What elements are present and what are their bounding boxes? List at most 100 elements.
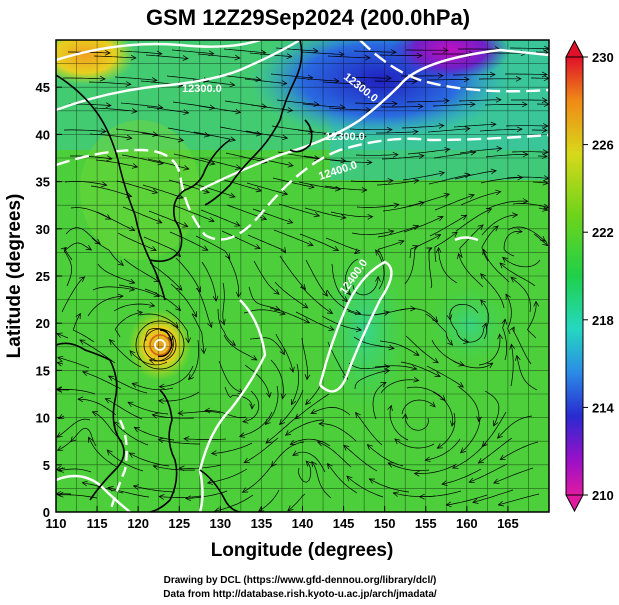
streamline [310,407,351,416]
streamline-arrowhead [434,371,441,378]
streamline-arrowhead [438,123,445,129]
streamline [145,54,188,59]
streamline [394,438,435,449]
streamline [199,157,241,169]
streamline [354,102,397,105]
streamline [274,281,308,309]
streamline [381,106,424,108]
streamline-arrowhead [496,145,503,152]
streamline [113,303,155,312]
streamline-arrowhead [182,222,189,228]
streamline-arrowhead [75,312,81,320]
streamline-arrowhead [151,77,158,83]
streamline-arrowhead [388,229,395,235]
streamline-arrowhead [439,395,446,402]
x-tick-label: 140 [292,516,314,531]
streamline-arrowhead [541,127,548,134]
streamline-arrowhead [99,75,106,82]
streamline [191,313,205,354]
streamline-arrowhead [108,375,115,381]
streamline [427,128,470,133]
streamline [270,359,284,399]
streamline-arrowhead [457,382,464,388]
streamline-arrowhead [287,218,294,224]
streamline [247,234,286,253]
y-tick-label: 30 [36,222,50,237]
streamline [298,181,341,190]
streamline-arrowhead [107,486,114,492]
streamline-arrowhead [130,54,137,61]
streamline [369,478,410,493]
streamline-arrowhead [342,296,349,303]
streamline [426,365,464,388]
streamline-arrowhead [255,76,262,83]
streamline-arrowhead [418,153,425,159]
streamline [174,205,215,222]
streamline [454,170,497,180]
streamline [325,237,361,254]
streamline-arrowhead [203,132,211,138]
streamline-arrowhead [482,248,488,255]
streamline-arrowhead [207,321,213,329]
streamline [503,230,523,257]
map-plot-area: 12300.0 12300.0 12300.0 12400.0 12400.0 [56,40,549,512]
streamline-arrowhead [464,172,471,179]
streamline [297,129,340,135]
streamline-arrowhead [493,420,499,427]
streamline-arrowhead [183,109,190,115]
streamline-arrowhead [361,187,368,193]
ring [143,328,177,362]
streamline [115,128,158,136]
streamline-arrowhead [125,81,132,87]
y-tick-label: 0 [43,505,50,520]
streamline [193,131,236,141]
streamline [510,47,549,50]
streamline [538,207,548,211]
coastline-taiwan [157,329,173,358]
streamline-arrowhead [375,275,381,282]
streamline-arrowhead [284,430,292,436]
streamline [70,207,111,220]
contour-line [56,40,261,62]
colorbar-label: 230 [592,50,614,65]
streamline-arrowhead [495,189,502,196]
streamline-arrowhead [150,245,157,252]
contour-line [198,299,267,512]
streamline [374,365,417,370]
streamline [275,333,294,373]
streamline [480,177,523,184]
contour-line [359,40,549,93]
streamline-arrowhead [392,491,399,497]
streamline [134,426,175,441]
x-tick-label: 120 [127,516,149,531]
streamline [253,260,280,295]
streamline-arrowhead [413,470,420,477]
streamline-arrowhead [279,349,285,356]
streamline [327,463,358,494]
streamline [88,437,118,468]
streamline-arrowhead [117,293,124,300]
streamline-arrowhead [328,325,335,331]
streamline [200,209,241,227]
coastline-hokkaido [289,119,313,153]
streamline [265,415,299,444]
streamline [408,193,450,207]
streamline [249,337,285,355]
x-tick-label: 155 [415,516,437,531]
streamline [478,334,501,366]
streamline [449,303,479,320]
streamline [324,185,367,191]
streamline [355,412,383,446]
streamline [344,258,359,296]
streamline [348,362,390,370]
streamline-arrowhead [242,418,249,424]
streamline [194,183,236,198]
streamline-arrowhead [512,212,519,218]
streamline [353,50,397,53]
streamline [63,77,106,80]
streamline [376,131,419,134]
streamline-arrowhead [505,293,511,300]
streamline-arrowhead [251,355,258,361]
streamline-arrowhead [57,467,64,473]
streamline [304,207,346,219]
